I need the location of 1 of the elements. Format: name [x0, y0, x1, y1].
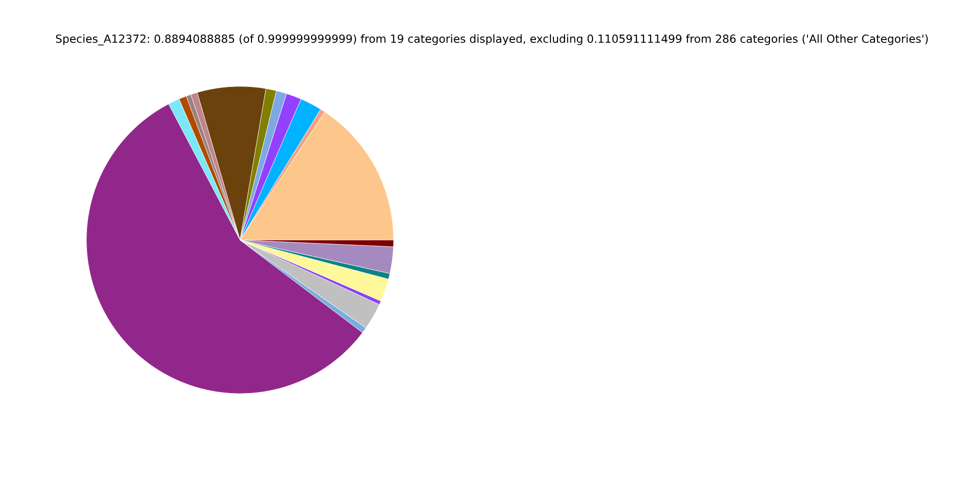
text: Species_A12372: 0.8894088885 (of 0.999999999999) from 19 categories displayed, excluding 0.110591111499 from 286 categories ('All Other Categories')	[56, 34, 928, 46]
